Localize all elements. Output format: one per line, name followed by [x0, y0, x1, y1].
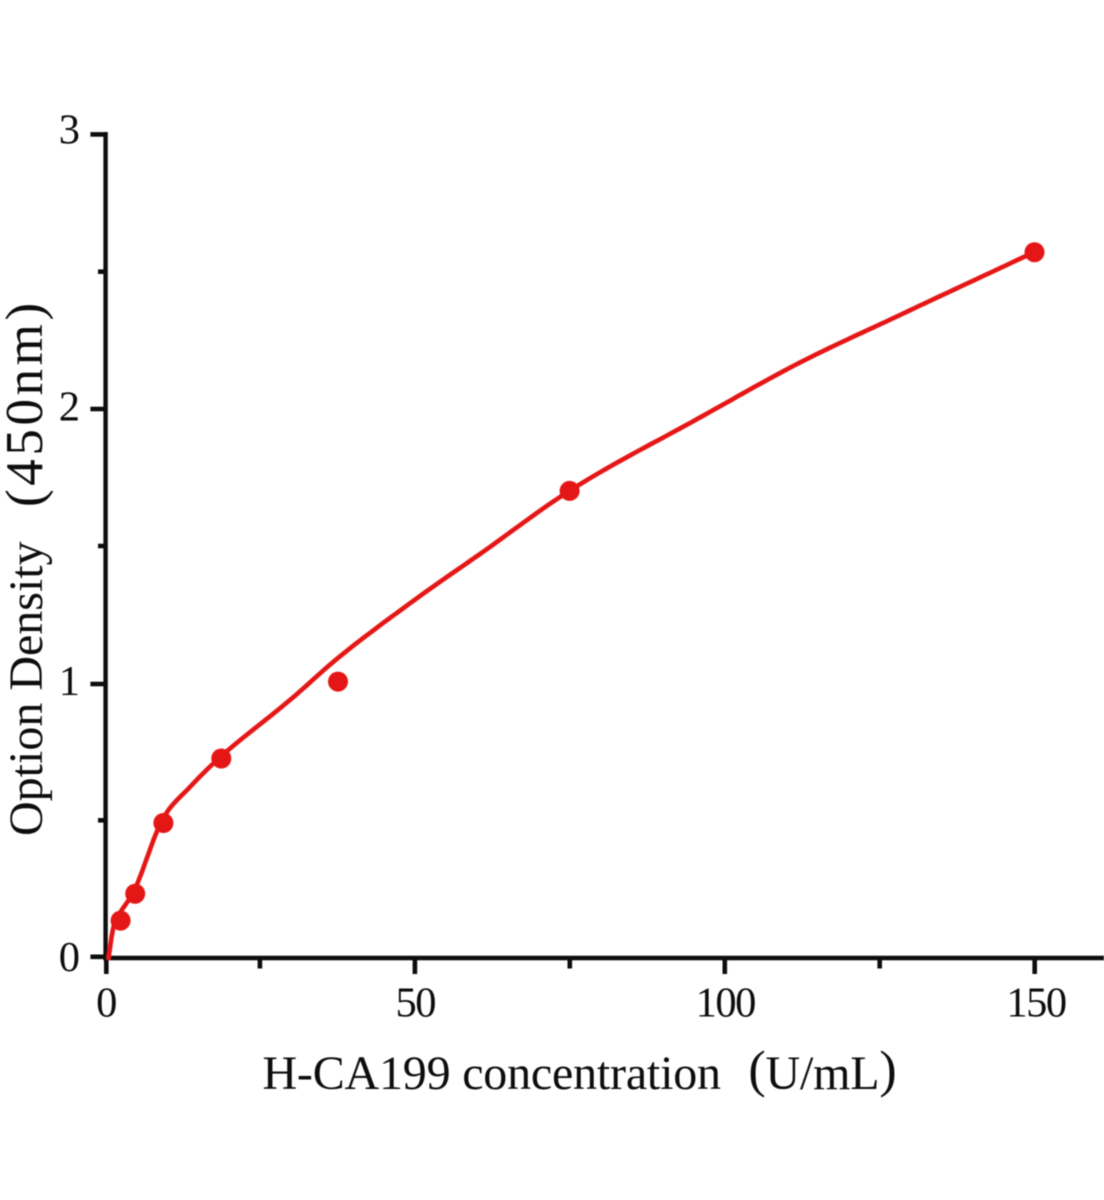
svg-text:50: 50 — [395, 980, 435, 1027]
svg-text:2: 2 — [59, 384, 80, 431]
svg-text:H-CA199 concentration (U/mL): H-CA199 concentration (U/mL) — [262, 1042, 896, 1101]
svg-text:0: 0 — [96, 980, 116, 1027]
svg-text:Option Density: Option Density — [0, 541, 53, 836]
svg-text:1: 1 — [59, 658, 80, 705]
svg-text:0: 0 — [59, 934, 80, 981]
svg-text:150: 150 — [1006, 980, 1066, 1027]
svg-text:3: 3 — [59, 107, 80, 154]
svg-text:100: 100 — [696, 980, 756, 1027]
svg-text:(450nm): (450nm) — [0, 299, 54, 507]
